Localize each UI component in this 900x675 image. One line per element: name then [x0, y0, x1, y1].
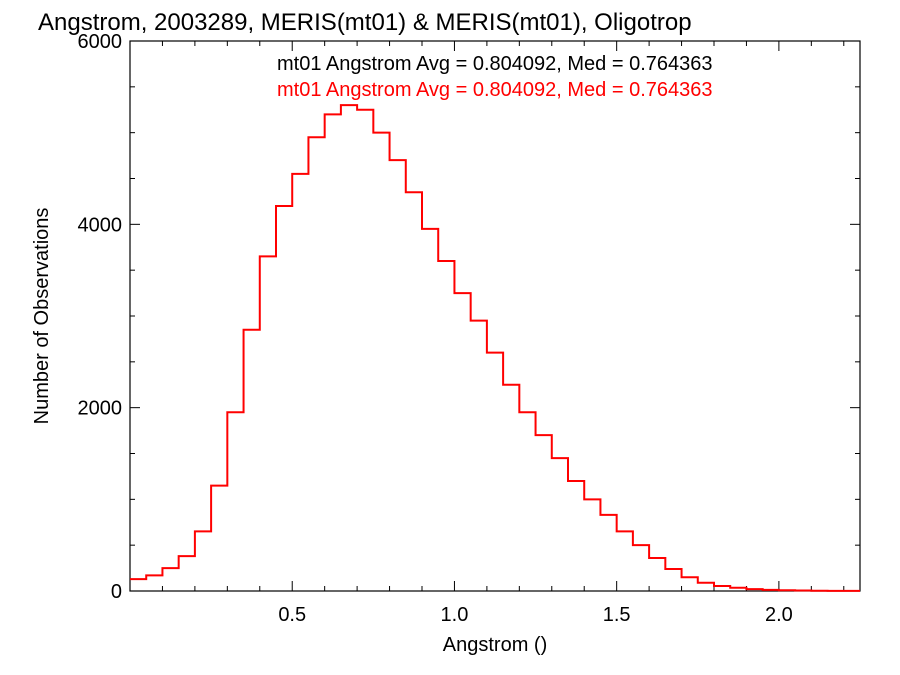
y-tick-label: 4000 — [78, 214, 123, 236]
x-tick-label: 2.0 — [765, 604, 793, 626]
x-axis-title: Angstrom () — [443, 634, 547, 656]
x-tick-label: 1.5 — [603, 604, 631, 626]
x-tick-label: 0.5 — [278, 604, 306, 626]
y-axis-title: Number of Observations — [31, 208, 53, 425]
plot-frame — [129, 40, 861, 592]
chart-title: Angstrom, 2003289, MERIS(mt01) & MERIS(m… — [38, 9, 692, 36]
histogram-series-line — [130, 104, 860, 592]
y-tick-label: 2000 — [78, 398, 123, 420]
axis-ticks — [130, 40, 860, 592]
axis-tick-labels: 0.5 1.0 1.5 2.0 0 2000 4000 6000 — [78, 31, 793, 626]
y-tick-label: 6000 — [78, 31, 123, 53]
x-tick-label: 1.0 — [441, 604, 469, 626]
legend-entry-black: mt01 Angstrom Avg = 0.804092, Med = 0.76… — [277, 53, 713, 75]
y-tick-label: 0 — [111, 581, 122, 603]
legend-entry-red: mt01 Angstrom Avg = 0.804092, Med = 0.76… — [277, 79, 713, 101]
plot-area — [129, 40, 861, 592]
